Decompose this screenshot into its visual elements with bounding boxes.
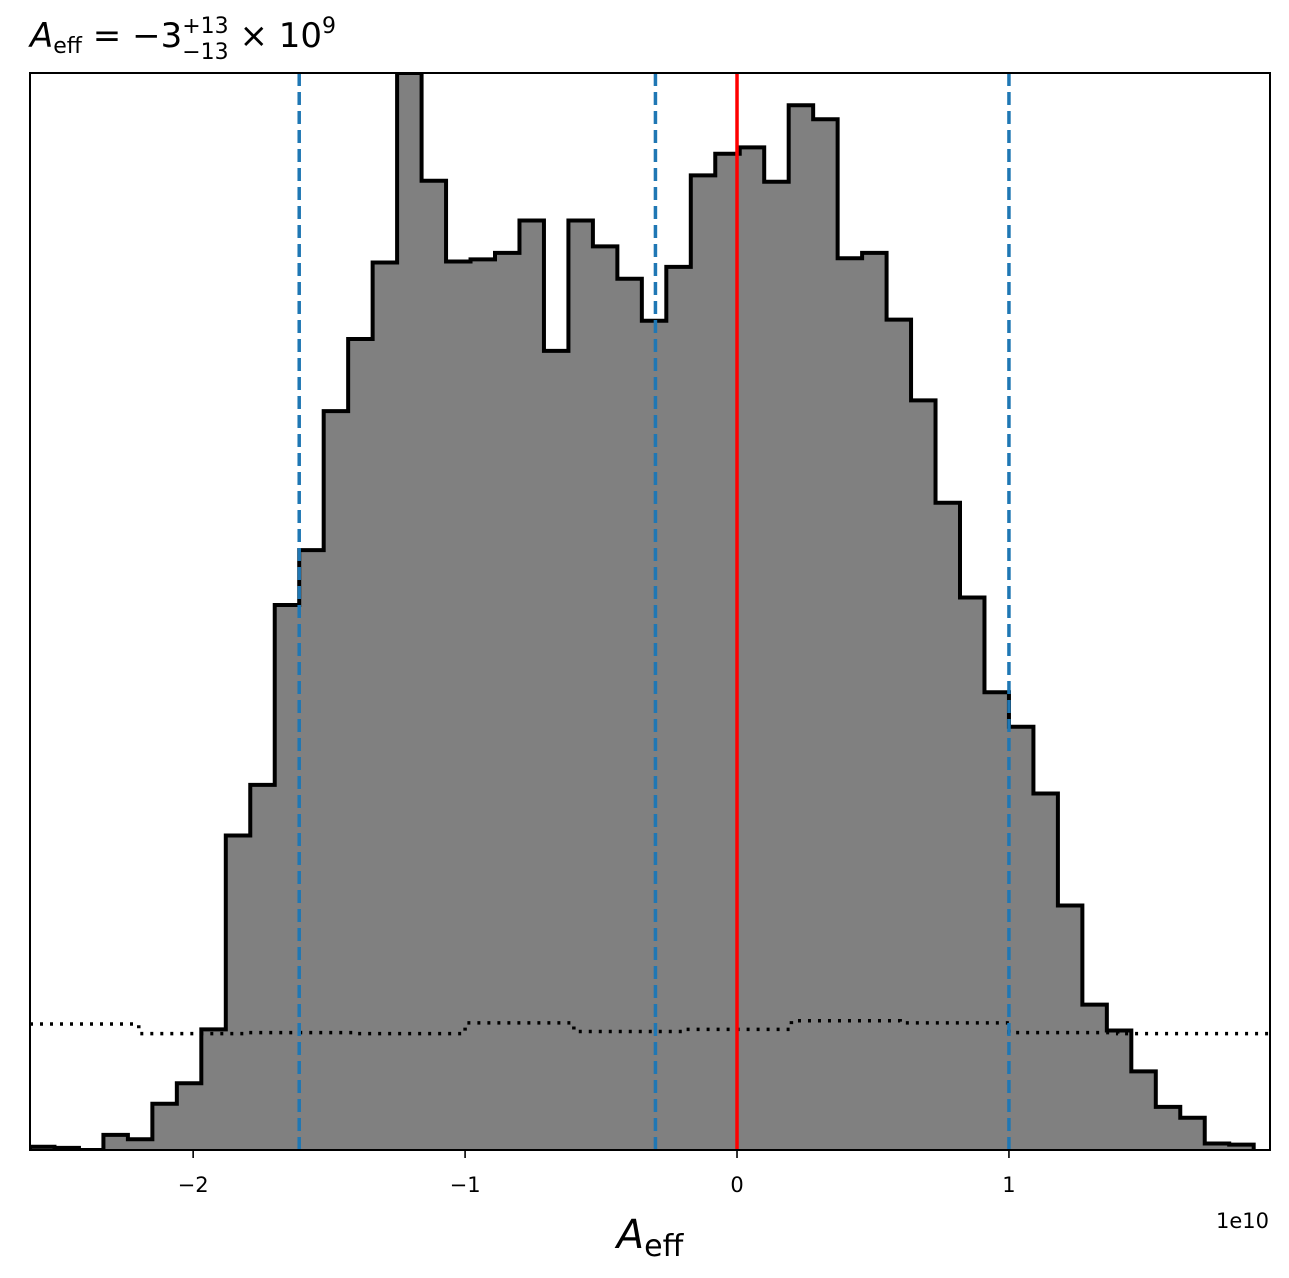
title-lower: −13 bbox=[182, 40, 228, 65]
title-subscript: eff bbox=[53, 34, 83, 59]
histogram-bar bbox=[127, 1139, 153, 1150]
chart-title: Aeff = −3+13 −13 × 109 bbox=[28, 14, 336, 65]
histogram-bar bbox=[837, 258, 863, 1150]
histogram-bar bbox=[543, 350, 569, 1150]
histogram-bar bbox=[421, 180, 447, 1150]
histogram-bar bbox=[1204, 1143, 1230, 1150]
x-axis-offset-label: 1e10 bbox=[1216, 1209, 1269, 1233]
title-value: −3 bbox=[132, 16, 182, 56]
plot-area bbox=[30, 73, 1270, 1150]
histogram-bar bbox=[397, 73, 423, 1150]
histogram-bar bbox=[984, 692, 1010, 1150]
histogram-bar bbox=[1155, 1106, 1181, 1150]
histogram-bar bbox=[323, 411, 349, 1150]
histogram-bar bbox=[764, 181, 790, 1150]
x-tick-label: 0 bbox=[730, 1173, 743, 1197]
title-symbol: A bbox=[28, 16, 53, 56]
histogram-bar bbox=[201, 1029, 227, 1150]
histogram-bar bbox=[813, 119, 839, 1150]
posterior-outline bbox=[30, 73, 1256, 1150]
histogram-bar bbox=[103, 1134, 129, 1150]
histogram-bar bbox=[739, 147, 765, 1150]
x-tick-label: 1 bbox=[1002, 1173, 1015, 1197]
histogram-bar bbox=[519, 220, 545, 1150]
x-axis-label-symbol: A bbox=[614, 1212, 644, 1258]
histogram-bar bbox=[274, 605, 300, 1150]
histogram-bar bbox=[617, 278, 643, 1150]
title-upper: +13 bbox=[182, 14, 228, 39]
histogram-bar bbox=[568, 220, 594, 1150]
histogram-bar bbox=[666, 266, 692, 1150]
histogram-bar bbox=[1106, 1030, 1132, 1150]
histogram-bar bbox=[788, 105, 814, 1150]
histogram-bar bbox=[446, 261, 472, 1150]
histogram-bar bbox=[1082, 1004, 1108, 1150]
histogram-bar bbox=[1008, 726, 1034, 1150]
histogram-bar bbox=[960, 597, 985, 1150]
histogram-bar bbox=[176, 1083, 202, 1150]
title-relation: = bbox=[82, 16, 132, 56]
histogram-bar bbox=[470, 259, 496, 1150]
histogram-bar bbox=[592, 246, 618, 1150]
histogram-bar bbox=[348, 339, 374, 1150]
x-axis: −2 −1 0 1 bbox=[178, 1150, 1016, 1197]
axes-frame bbox=[29, 72, 1271, 1151]
histogram-bar bbox=[862, 252, 888, 1150]
histogram-bar bbox=[250, 784, 276, 1150]
histogram-bar bbox=[1033, 793, 1059, 1150]
histogram-bar bbox=[690, 175, 716, 1150]
histogram-bar bbox=[911, 400, 937, 1150]
histogram-bar bbox=[1131, 1071, 1157, 1150]
histogram-bar bbox=[935, 502, 961, 1150]
x-tick-label: −2 bbox=[178, 1173, 209, 1197]
title-exponent: 9 bbox=[322, 14, 336, 39]
x-tick-label: −1 bbox=[450, 1173, 481, 1197]
x-axis-label-subscript: eff bbox=[644, 1229, 684, 1264]
histogram-bar bbox=[1057, 905, 1083, 1150]
histogram-bar bbox=[495, 252, 520, 1150]
histogram-bar bbox=[1229, 1144, 1255, 1150]
histogram-bar bbox=[299, 550, 325, 1150]
histogram-bar bbox=[225, 835, 251, 1150]
histogram-bar bbox=[1180, 1117, 1206, 1150]
histogram-bar bbox=[152, 1103, 178, 1150]
title-multiplier: × 10 bbox=[229, 16, 322, 56]
x-axis-label: Aeff bbox=[614, 1212, 685, 1264]
histogram-bar bbox=[886, 319, 912, 1150]
histogram-bar bbox=[372, 262, 398, 1150]
